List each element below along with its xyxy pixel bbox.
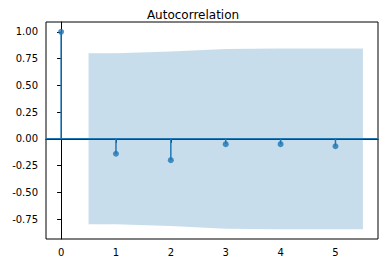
svg-text:2: 2 xyxy=(168,247,174,258)
svg-text:-0.25: -0.25 xyxy=(12,160,38,171)
svg-text:0.50: 0.50 xyxy=(16,80,38,91)
svg-text:0.25: 0.25 xyxy=(16,107,38,118)
svg-text:-0.75: -0.75 xyxy=(12,214,38,225)
svg-text:Autocorrelation: Autocorrelation xyxy=(147,8,239,22)
svg-text:1: 1 xyxy=(113,247,119,258)
svg-text:3: 3 xyxy=(223,247,229,258)
svg-text:5: 5 xyxy=(332,247,338,258)
svg-text:1.00: 1.00 xyxy=(16,26,38,37)
svg-text:-0.50: -0.50 xyxy=(12,187,38,198)
svg-text:0.75: 0.75 xyxy=(16,53,38,64)
svg-text:0.00: 0.00 xyxy=(16,133,38,144)
svg-text:0: 0 xyxy=(58,247,64,258)
svg-text:4: 4 xyxy=(277,247,283,258)
